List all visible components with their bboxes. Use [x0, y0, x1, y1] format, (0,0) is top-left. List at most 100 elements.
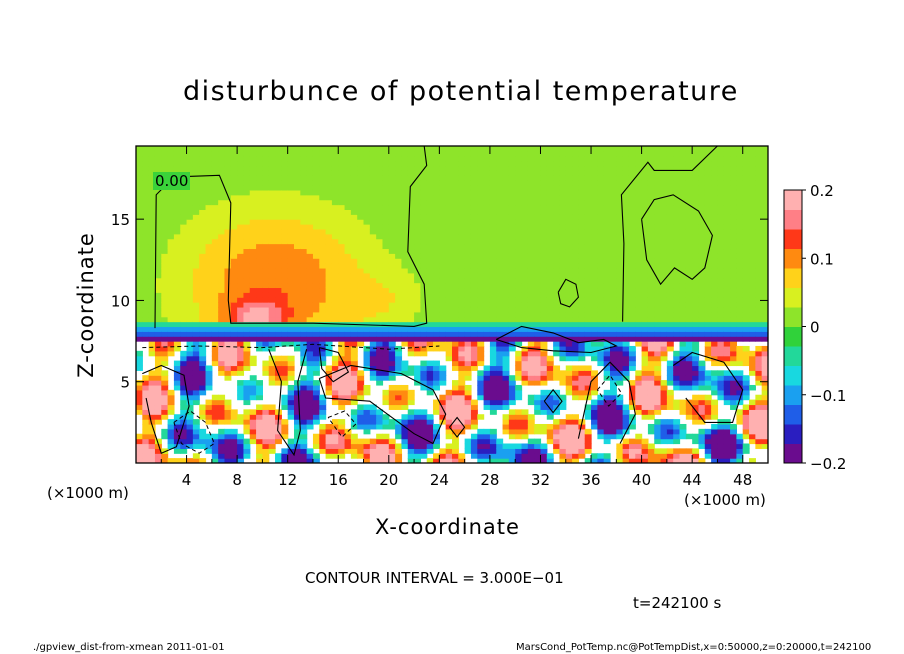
field-cell [578, 219, 586, 225]
field-cell [521, 277, 529, 284]
field-cell [350, 214, 358, 220]
field-cell [565, 331, 573, 337]
field-cell [401, 331, 409, 337]
field-cell [230, 253, 238, 259]
field-cell [369, 150, 377, 157]
field-cell [237, 155, 245, 162]
field-cell [230, 272, 238, 279]
field-cell [666, 360, 674, 367]
field-cell [426, 282, 434, 289]
field-cell [628, 311, 636, 318]
field-cell [161, 248, 169, 254]
field-cell [477, 243, 485, 250]
field-cell [540, 228, 548, 235]
field-cell [508, 180, 516, 186]
field-cell [173, 253, 181, 259]
field-cell [452, 282, 459, 289]
field-cell [483, 165, 491, 171]
field-cell [628, 414, 636, 420]
field-cell [294, 180, 301, 186]
field-cell [426, 189, 434, 196]
field-cell [496, 360, 504, 367]
field-cell [464, 306, 472, 313]
field-cell [584, 282, 592, 289]
field-cell [300, 380, 308, 386]
field-cell [452, 414, 459, 420]
field-cell [641, 146, 649, 152]
field-cell [527, 336, 535, 342]
field-cell [628, 419, 636, 425]
field-cell [578, 311, 586, 318]
field-cell [578, 326, 586, 332]
field-cell [237, 414, 245, 420]
field-cell [186, 414, 194, 420]
field-cell [376, 350, 384, 357]
field-cell [388, 321, 396, 328]
field-cell [489, 341, 497, 347]
field-cell [243, 453, 251, 459]
field-cell [603, 428, 611, 435]
field-cell [388, 292, 396, 298]
field-cell [578, 297, 586, 303]
field-cell [338, 360, 346, 367]
field-cell [243, 380, 251, 386]
field-cell [294, 419, 301, 425]
field-cell [584, 341, 592, 347]
field-cell [439, 345, 447, 352]
field-cell [218, 228, 226, 235]
field-cell [199, 272, 207, 279]
field-cell [154, 370, 162, 376]
field-cell [312, 146, 320, 152]
field-cell [224, 189, 232, 196]
field-cell [275, 228, 282, 235]
field-cell [218, 267, 226, 274]
field-cell [660, 345, 668, 352]
field-cell [616, 175, 624, 181]
field-cell [186, 409, 194, 415]
field-cell [319, 194, 327, 201]
field-cell [515, 389, 523, 396]
field-cell [325, 316, 333, 323]
field-cell [603, 277, 611, 284]
field-cell [540, 150, 548, 157]
field-cell [211, 302, 219, 308]
field-cell [559, 175, 567, 181]
field-cell [445, 180, 453, 186]
field-cell [584, 311, 592, 318]
field-cell [628, 194, 636, 201]
field-cell [136, 194, 143, 201]
field-cell [515, 292, 523, 298]
field-cell [622, 155, 630, 162]
field-cell [262, 194, 270, 201]
field-cell [325, 287, 333, 293]
field-cell [647, 404, 655, 410]
field-cell [584, 287, 592, 293]
field-cell [426, 263, 434, 269]
field-cell [287, 277, 295, 284]
field-cell [161, 394, 169, 401]
field-cell [452, 180, 459, 186]
field-cell [426, 414, 434, 420]
field-cell [357, 267, 365, 274]
field-cell [224, 458, 232, 463]
field-cell [483, 365, 491, 371]
field-cell [306, 316, 314, 323]
field-cell [647, 263, 655, 269]
field-cell [312, 224, 320, 230]
field-cell [578, 277, 586, 284]
field-cell [154, 384, 162, 391]
field-cell [584, 243, 592, 250]
field-cell [243, 336, 251, 342]
field-cell [610, 380, 617, 386]
field-cell [420, 370, 428, 376]
field-cell [540, 345, 548, 352]
field-cell [230, 360, 238, 367]
field-cell [521, 170, 529, 176]
field-cell [578, 199, 586, 206]
field-cell [395, 175, 403, 181]
field-cell [331, 438, 339, 445]
field-cell [426, 248, 434, 254]
field-cell [369, 414, 377, 420]
field-cell [660, 258, 668, 264]
field-cell [477, 438, 485, 445]
